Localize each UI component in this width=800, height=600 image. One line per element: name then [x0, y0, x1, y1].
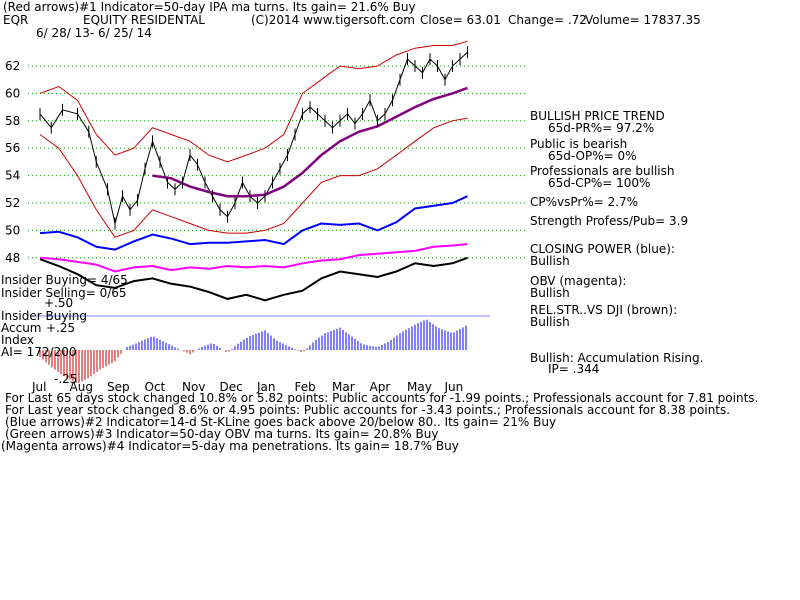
- footer-year: For Last year stock changed 8.6% or 4.95…: [5, 403, 731, 417]
- insider-selling-count: Insider Selling= 0/65: [1, 286, 127, 300]
- volume-value: Volume= 17837.35: [585, 13, 701, 27]
- y-tick-label: 62: [5, 59, 20, 73]
- close-value: Close= 63.01: [420, 13, 501, 27]
- upper_band-line: [39, 40, 468, 163]
- x-tick-label: May: [407, 380, 432, 394]
- ticker-label: EQR: [3, 13, 29, 27]
- x-tick-label: Jul: [31, 380, 46, 394]
- plus50-label: +.50: [44, 296, 74, 310]
- y-tick-label: 54: [5, 169, 20, 183]
- x-tick-label: Dec: [220, 380, 243, 394]
- y-tick-label: 56: [5, 141, 20, 155]
- footer-blue-indicator: (Blue arrows)#2 Indicator=14-d St-KLine …: [5, 415, 557, 429]
- pros-label: Professionals are bullish: [530, 164, 675, 178]
- index-label: Index: [1, 333, 35, 347]
- relstr-line: [39, 256, 468, 302]
- y-tick-label: 50: [5, 223, 20, 237]
- cp-value: 65d-CP%= 100%: [548, 176, 651, 190]
- trend-label: BULLISH PRICE TREND: [530, 109, 665, 123]
- x-tick-label: Sep: [107, 380, 130, 394]
- plus25-label: +.25: [46, 321, 76, 335]
- price-line: [39, 51, 468, 224]
- ip-value: IP= .344: [548, 362, 600, 376]
- ai-value: AI= 172/200: [1, 345, 77, 359]
- y-tick-label: 58: [5, 114, 20, 128]
- insider-buying-label: Insider Buying: [1, 309, 87, 323]
- x-tick-label: Feb: [295, 380, 316, 394]
- relstr-label: REL.STR..VS DJI (brown):: [530, 303, 678, 317]
- date-range: 6/ 28/ 13- 6/ 25/ 14: [36, 26, 152, 40]
- footer-magenta-indicator: (Magenta arrows)#4 Indicator=5-day ma pe…: [1, 439, 459, 453]
- closing-power-value: Bullish: [530, 254, 570, 268]
- minus25-label: -.25: [54, 372, 78, 386]
- footer-65day: For Last 65 days stock changed 10.8% or …: [5, 391, 759, 405]
- x-tick-label: Aug: [70, 380, 93, 394]
- obv-label: OBV (magenta):: [530, 274, 627, 288]
- x-tick-label: Jan: [256, 380, 276, 394]
- strength-value: Strength Profess/Pub= 3.9: [530, 214, 689, 228]
- pr-value: 65d-PR%= 97.2%: [548, 121, 655, 135]
- x-tick-label: Nov: [182, 380, 205, 394]
- ma50-line: [152, 86, 468, 198]
- op-value: 65d-OP%= 0%: [548, 149, 637, 163]
- obv-value: Bullish: [530, 286, 570, 300]
- insider-buying-count: Insider Buying= 4/65: [1, 273, 128, 287]
- public-label: Public is bearish: [530, 137, 628, 151]
- footer-green-indicator: (Green arrows)#3 Indicator=50-day OBV ma…: [5, 427, 439, 441]
- copyright-label: (C)2014 www.tigersoft.com: [251, 13, 415, 27]
- company-name: EQUITY RESIDENTAL: [83, 13, 205, 27]
- x-tick-label: Oct: [145, 380, 166, 394]
- accum-label: Bullish: Accumulation Rising.: [530, 351, 704, 365]
- change-value: Change= .72: [508, 13, 587, 27]
- lower_band-line: [39, 117, 468, 238]
- y-tick-label: 52: [5, 196, 20, 210]
- closing-power-label: CLOSING POWER (blue):: [530, 242, 675, 256]
- x-tick-label: Jun: [444, 380, 464, 394]
- relstr-value: Bullish: [530, 315, 570, 329]
- x-tick-label: Mar: [332, 380, 355, 394]
- x-tick-label: Apr: [370, 380, 391, 394]
- obv-line: [39, 243, 468, 273]
- y-tick-label: 60: [5, 86, 20, 100]
- indicator-title-red: (Red arrows)#1 Indicator=50-day IPA ma t…: [3, 0, 416, 14]
- closing-power-line: [39, 195, 468, 251]
- accum-label-left: Accum: [1, 321, 42, 335]
- cpvspr-value: CP%vsPr%= 2.7%: [530, 195, 639, 209]
- y-tick-label: 48: [5, 251, 20, 265]
